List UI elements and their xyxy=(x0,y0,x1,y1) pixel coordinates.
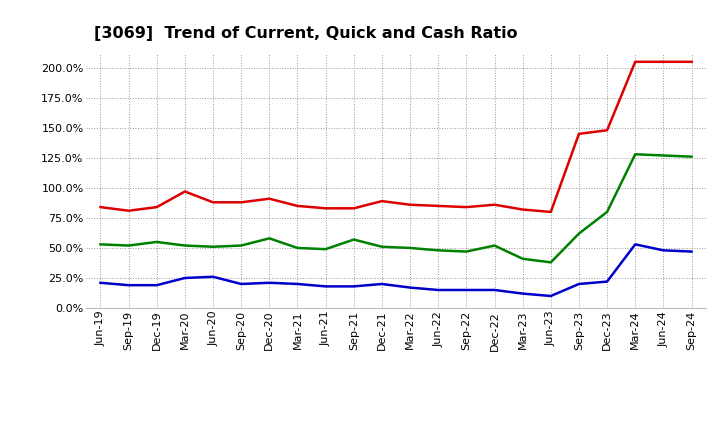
Cash Ratio xyxy=(546,293,555,299)
Current Ratio xyxy=(293,203,302,209)
Quick Ratio xyxy=(377,244,386,249)
Cash Ratio xyxy=(237,281,246,286)
Quick Ratio xyxy=(237,243,246,248)
Cash Ratio xyxy=(153,282,161,288)
Text: [3069]  Trend of Current, Quick and Cash Ratio: [3069] Trend of Current, Quick and Cash … xyxy=(94,26,517,41)
Cash Ratio xyxy=(181,275,189,281)
Quick Ratio xyxy=(434,248,443,253)
Cash Ratio xyxy=(490,287,499,293)
Quick Ratio xyxy=(462,249,471,254)
Quick Ratio xyxy=(349,237,358,242)
Current Ratio xyxy=(265,196,274,202)
Quick Ratio xyxy=(265,236,274,241)
Cash Ratio xyxy=(125,282,133,288)
Quick Ratio xyxy=(603,209,611,215)
Quick Ratio xyxy=(687,154,696,159)
Cash Ratio xyxy=(349,284,358,289)
Current Ratio xyxy=(125,208,133,213)
Current Ratio xyxy=(349,205,358,211)
Current Ratio xyxy=(377,198,386,204)
Current Ratio xyxy=(321,205,330,211)
Cash Ratio xyxy=(265,280,274,286)
Current Ratio xyxy=(434,203,443,209)
Current Ratio xyxy=(659,59,667,64)
Quick Ratio xyxy=(490,243,499,248)
Quick Ratio xyxy=(575,231,583,236)
Cash Ratio xyxy=(293,281,302,286)
Quick Ratio xyxy=(181,243,189,248)
Quick Ratio xyxy=(546,260,555,265)
Quick Ratio xyxy=(321,246,330,252)
Cash Ratio xyxy=(462,287,471,293)
Line: Current Ratio: Current Ratio xyxy=(101,62,691,212)
Quick Ratio xyxy=(406,246,415,251)
Quick Ratio xyxy=(153,239,161,245)
Quick Ratio xyxy=(659,153,667,158)
Cash Ratio xyxy=(687,249,696,254)
Cash Ratio xyxy=(659,248,667,253)
Quick Ratio xyxy=(125,243,133,248)
Quick Ratio xyxy=(209,244,217,249)
Current Ratio xyxy=(575,131,583,136)
Quick Ratio xyxy=(96,242,105,247)
Cash Ratio xyxy=(575,281,583,286)
Current Ratio xyxy=(462,205,471,210)
Cash Ratio xyxy=(631,242,639,247)
Cash Ratio xyxy=(518,291,527,296)
Current Ratio xyxy=(181,189,189,194)
Current Ratio xyxy=(490,202,499,207)
Cash Ratio xyxy=(209,274,217,279)
Cash Ratio xyxy=(96,280,105,286)
Current Ratio xyxy=(603,128,611,133)
Current Ratio xyxy=(209,200,217,205)
Quick Ratio xyxy=(518,256,527,261)
Current Ratio xyxy=(687,59,696,64)
Current Ratio xyxy=(237,200,246,205)
Current Ratio xyxy=(631,59,639,64)
Quick Ratio xyxy=(293,246,302,251)
Cash Ratio xyxy=(377,281,386,286)
Cash Ratio xyxy=(603,279,611,284)
Line: Quick Ratio: Quick Ratio xyxy=(101,154,691,262)
Line: Cash Ratio: Cash Ratio xyxy=(101,244,691,296)
Cash Ratio xyxy=(321,284,330,289)
Current Ratio xyxy=(96,205,105,210)
Current Ratio xyxy=(546,209,555,215)
Quick Ratio xyxy=(631,152,639,157)
Current Ratio xyxy=(406,202,415,207)
Current Ratio xyxy=(153,205,161,210)
Cash Ratio xyxy=(406,285,415,290)
Cash Ratio xyxy=(434,287,443,293)
Current Ratio xyxy=(518,207,527,212)
